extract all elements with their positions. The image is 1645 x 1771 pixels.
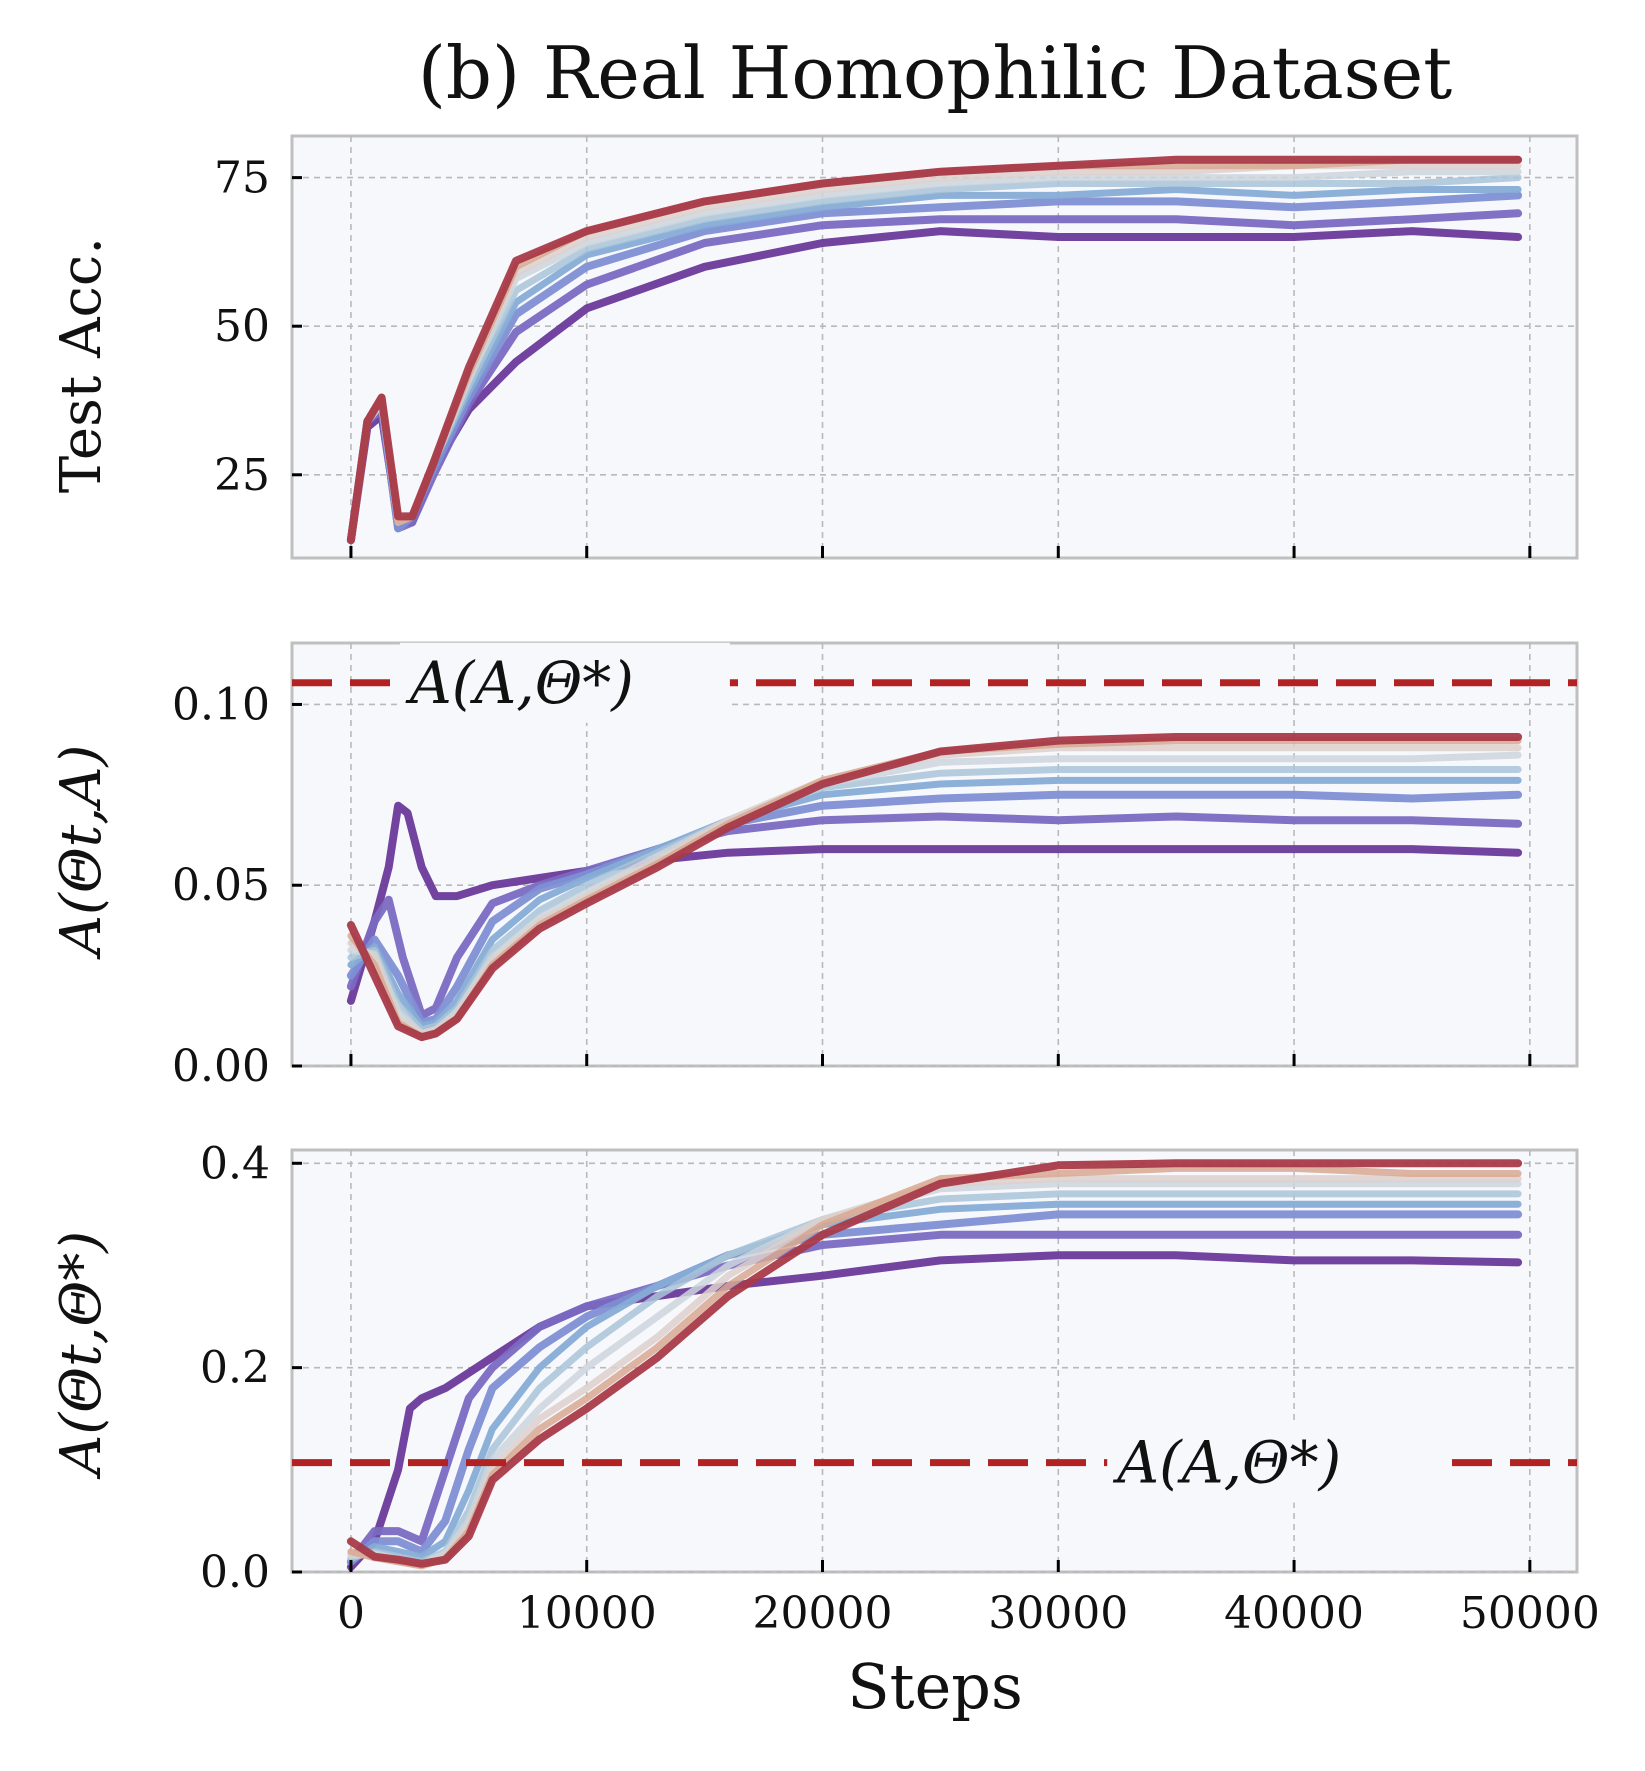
reference-label: A(A,Θ*) [1112,1429,1341,1497]
y-tick-label: 50 [214,301,270,352]
xlabel-steps: Steps [847,1650,1023,1723]
ylabel-alignment-theta-star: A(Θt,Θ*) [49,1231,114,1480]
y-tick-label: 0.00 [172,1041,270,1092]
y-tick-label: 0.0 [200,1547,270,1598]
series-line-run-9 [346,155,1523,545]
figure-title: (b) Real Homophilic Dataset [418,31,1452,115]
ylabel-test-acc: Test Acc. [49,237,114,493]
reference-label-bg [399,642,730,723]
reference-label-bg [1107,1422,1438,1503]
panel-alignment-theta-a: A(A,Θ*) 0.00 0.05 0.10 [172,641,1579,1092]
series-line-run-4 [347,1200,1522,1564]
reference-label: A(A,Θ*) [405,649,634,717]
x-tick-label: 0 [337,1588,365,1639]
x-tick-label: 30000 [988,1588,1128,1639]
series-line-run-2 [346,1230,1523,1566]
x-tick-label: 10000 [517,1588,657,1639]
series-line-run-9 [346,733,1523,1042]
y-tick-label: 0.2 [200,1343,270,1394]
panel-alignment-theta-star: A(A,Θ*) 0 10000 20000 30000 40000 50000 0.0 0.2 0… [200,1138,1600,1639]
panel-test-accuracy: 25 50 75 [214,134,1579,560]
y-tick-label: 0.4 [200,1138,270,1189]
x-tick-label: 40000 [1224,1588,1364,1639]
ylabel-alignment-theta-a: A(Θt,A) [49,745,114,961]
y-tick-label: 0.10 [172,679,270,730]
series-line-run-9 [346,1159,1523,1568]
y-tick-label: 25 [214,450,270,501]
y-tick-label: 0.05 [172,860,270,911]
x-tick-label: 20000 [753,1588,893,1639]
y-tick-label: 75 [214,153,270,204]
series-line-run-3 [346,1210,1523,1566]
x-tick-label: 50000 [1460,1588,1600,1639]
